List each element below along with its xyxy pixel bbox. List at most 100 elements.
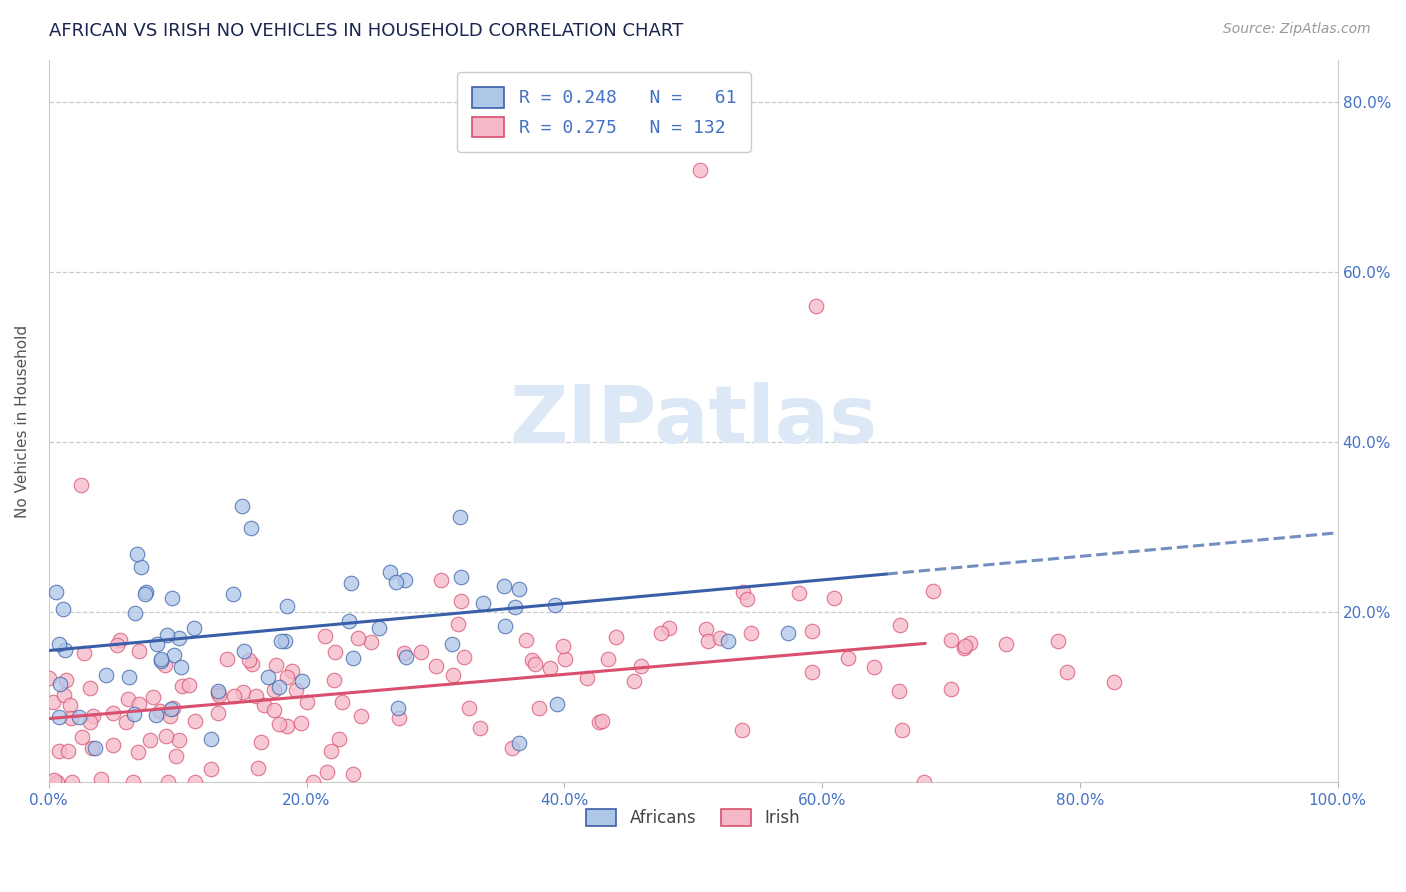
Point (60, 775, 83, 789)
Point (591, 714, 613, 729)
Point (378, 565, 401, 579)
Point (70, 477, 93, 491)
Point (529, 701, 551, 715)
Point (350, 709, 373, 723)
Point (575, 671, 598, 685)
Point (551, 639, 574, 653)
Point (142, 690, 165, 704)
Text: AFRICAN VS IRISH NO VEHICLES IN HOUSEHOLD CORRELATION CHART: AFRICAN VS IRISH NO VEHICLES IN HOUSEHOL… (49, 22, 683, 40)
Text: Source: ZipAtlas.com: Source: ZipAtlas.com (1223, 22, 1371, 37)
Point (449, 510, 471, 524)
Point (183, 621, 205, 635)
Point (127, 745, 149, 759)
Point (394, 573, 416, 587)
Point (546, 697, 568, 711)
Point (231, 499, 253, 513)
Point (330, 695, 353, 709)
Point (470, 721, 492, 735)
Point (787, 585, 810, 599)
Point (263, 703, 285, 717)
Point (315, 764, 337, 779)
Point (284, 682, 307, 697)
Point (523, 657, 546, 672)
Point (340, 576, 363, 591)
Point (447, 616, 470, 631)
Point (96, 668, 118, 682)
Point (48, 637, 70, 651)
Point (169, 631, 191, 645)
Point (155, 657, 177, 672)
Point (170, 679, 193, 693)
Point (222, 689, 245, 703)
Point (156, 628, 179, 642)
Point (48, 743, 70, 757)
Point (125, 547, 148, 561)
Point (59, 711, 82, 725)
Point (778, 626, 800, 640)
Point (630, 659, 652, 673)
Point (150, 654, 173, 668)
Point (368, 622, 391, 636)
Point (323, 645, 346, 659)
Point (1047, 634, 1070, 648)
Point (276, 599, 298, 613)
Point (598, 652, 620, 666)
Text: ZIPatlas: ZIPatlas (509, 382, 877, 460)
Point (515, 633, 537, 648)
Point (53, 642, 76, 657)
Point (291, 673, 314, 688)
Point (145, 707, 167, 722)
Point (912, 775, 935, 789)
Point (222, 587, 245, 601)
Point (453, 650, 475, 665)
Point (157, 775, 180, 789)
Point (837, 650, 859, 665)
Point (118, 670, 141, 684)
Point (995, 637, 1018, 651)
Point (73, 646, 96, 660)
Point (207, 706, 229, 720)
Point (658, 621, 681, 635)
Point (731, 585, 754, 599)
Point (134, 587, 156, 601)
Point (167, 733, 190, 747)
Point (155, 729, 177, 743)
Point (108, 633, 131, 648)
Legend: Africans, Irish: Africans, Irish (578, 801, 808, 836)
Point (150, 652, 173, 666)
Point (801, 665, 824, 679)
Point (472, 596, 495, 610)
Point (347, 631, 370, 645)
Point (862, 660, 884, 674)
Point (163, 648, 186, 662)
Point (48, 677, 70, 691)
Point (55, 673, 77, 687)
Point (238, 653, 260, 667)
Point (387, 711, 409, 725)
Point (82, 709, 104, 723)
Point (939, 682, 962, 697)
Point (240, 521, 263, 535)
Point (79, 715, 101, 730)
Point (207, 684, 229, 698)
Point (266, 657, 288, 672)
Point (450, 570, 472, 584)
Point (360, 635, 382, 649)
Point (302, 775, 325, 789)
Point (695, 622, 717, 636)
Point (441, 667, 464, 681)
Point (554, 652, 576, 666)
Point (42, 772, 65, 787)
Y-axis label: No Vehicles in Household: No Vehicles in Household (15, 325, 30, 517)
Point (249, 735, 271, 749)
Point (538, 661, 561, 675)
Point (38, 671, 60, 685)
Point (160, 591, 183, 605)
Point (276, 669, 298, 683)
Point (44, 584, 66, 599)
Point (430, 573, 453, 587)
Point (48, 710, 70, 724)
Point (184, 775, 207, 789)
Point (107, 638, 129, 652)
Point (295, 695, 318, 709)
